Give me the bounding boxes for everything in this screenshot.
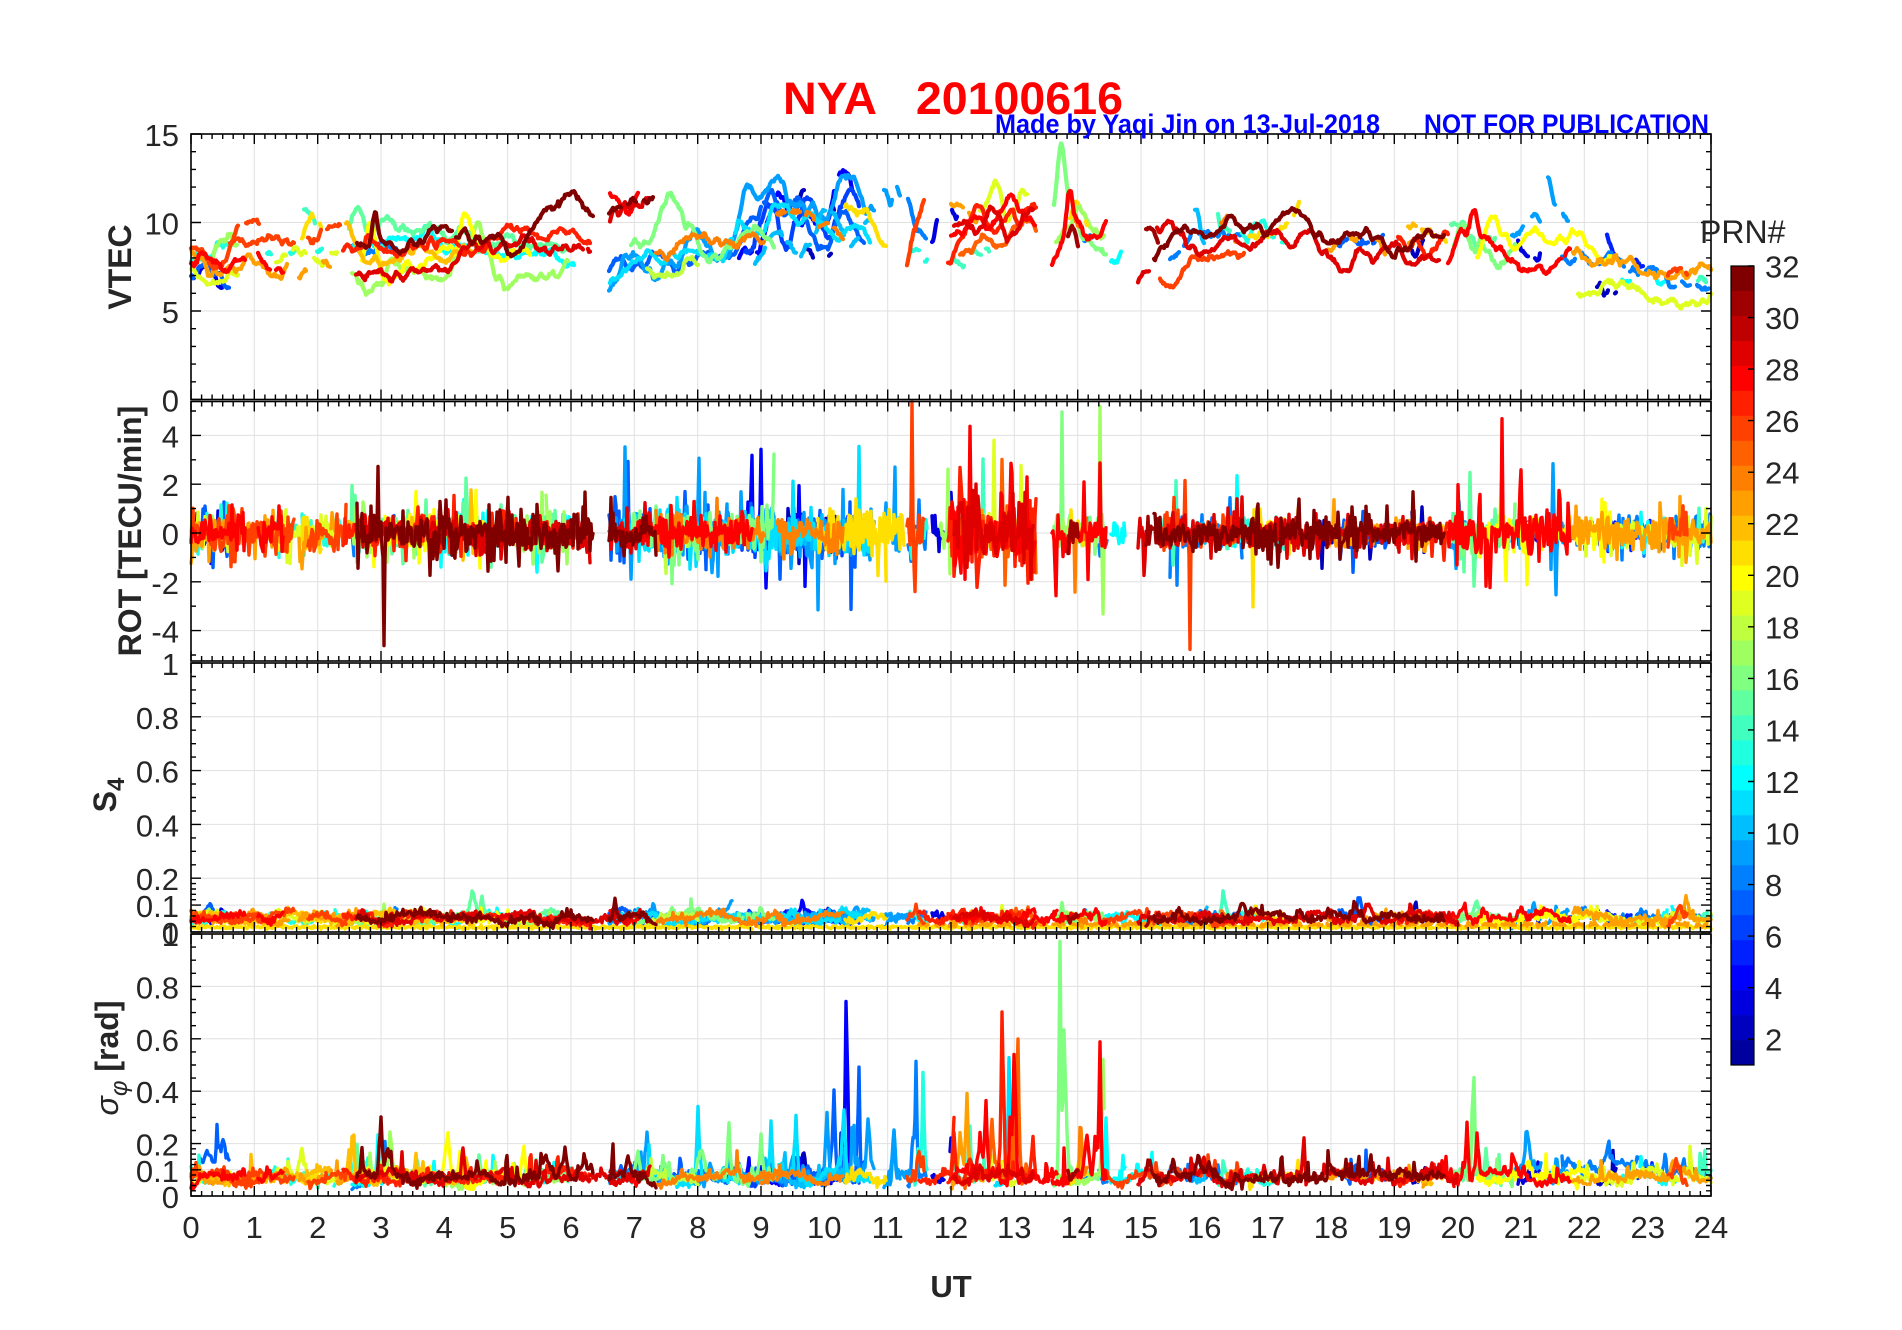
svg-text:0: 0 — [182, 1210, 199, 1245]
svg-text:8: 8 — [1765, 868, 1782, 903]
svg-text:12: 12 — [934, 1210, 968, 1245]
svg-text:NYA 20100616: NYA 20100616 — [783, 73, 1123, 124]
svg-text:20: 20 — [1440, 1210, 1474, 1245]
svg-text:6: 6 — [562, 1210, 579, 1245]
svg-text:22: 22 — [1567, 1210, 1601, 1245]
svg-text:16: 16 — [1765, 662, 1799, 697]
svg-text:1: 1 — [162, 647, 179, 682]
svg-text:23: 23 — [1630, 1210, 1664, 1245]
svg-text:6: 6 — [1765, 920, 1782, 955]
svg-text:12: 12 — [1765, 765, 1799, 800]
svg-text:18: 18 — [1765, 610, 1799, 645]
svg-text:7: 7 — [626, 1210, 643, 1245]
svg-text:0.4: 0.4 — [136, 808, 179, 843]
svg-text:3: 3 — [372, 1210, 389, 1245]
svg-text:Made by Yaqi Jin on 13-Jul-201: Made by Yaqi Jin on 13-Jul-2018 — [995, 109, 1380, 139]
svg-text:22: 22 — [1765, 507, 1799, 542]
svg-text:NOT FOR PUBLICATION: NOT FOR PUBLICATION — [1424, 109, 1709, 139]
svg-text:8: 8 — [689, 1210, 706, 1245]
svg-text:24: 24 — [1765, 456, 1799, 491]
svg-text:19: 19 — [1377, 1210, 1411, 1245]
svg-text:4: 4 — [436, 1210, 453, 1245]
svg-text:11: 11 — [872, 1210, 904, 1245]
svg-text:0.1: 0.1 — [136, 1154, 179, 1189]
svg-text:10: 10 — [145, 207, 179, 242]
svg-text:0: 0 — [162, 517, 179, 552]
svg-text:18: 18 — [1314, 1210, 1348, 1245]
svg-text:10: 10 — [1765, 817, 1799, 852]
svg-text:4: 4 — [1765, 971, 1782, 1006]
svg-text:24: 24 — [1694, 1210, 1728, 1245]
svg-text:σφ [rad]: σφ [rad] — [89, 1001, 133, 1116]
svg-text:20: 20 — [1765, 559, 1799, 594]
svg-text:28: 28 — [1765, 353, 1799, 388]
svg-text:10: 10 — [807, 1210, 841, 1245]
svg-text:S4: S4 — [87, 777, 130, 812]
svg-text:0: 0 — [162, 916, 179, 951]
svg-text:5: 5 — [162, 295, 179, 330]
svg-text:-4: -4 — [151, 615, 179, 650]
svg-text:14: 14 — [1765, 713, 1799, 748]
svg-text:26: 26 — [1765, 404, 1799, 439]
svg-text:0.2: 0.2 — [136, 1128, 179, 1163]
svg-text:PRN#: PRN# — [1700, 214, 1786, 250]
svg-text:15: 15 — [145, 118, 179, 153]
svg-text:9: 9 — [752, 1210, 769, 1245]
svg-text:5: 5 — [499, 1210, 516, 1245]
svg-text:17: 17 — [1250, 1210, 1284, 1245]
svg-text:0.6: 0.6 — [136, 1023, 179, 1058]
svg-text:32: 32 — [1765, 250, 1799, 285]
svg-text:2: 2 — [162, 468, 179, 503]
svg-text:2: 2 — [309, 1210, 326, 1245]
svg-text:21: 21 — [1504, 1210, 1538, 1245]
svg-text:VTEC: VTEC — [102, 224, 138, 309]
svg-text:16: 16 — [1187, 1210, 1221, 1245]
svg-text:15: 15 — [1124, 1210, 1158, 1245]
svg-text:0.6: 0.6 — [136, 755, 179, 790]
svg-text:0.1: 0.1 — [136, 889, 179, 924]
svg-text:1: 1 — [246, 1210, 263, 1245]
svg-text:0: 0 — [162, 384, 179, 419]
svg-text:0: 0 — [162, 1180, 179, 1215]
svg-text:0.2: 0.2 — [136, 862, 179, 897]
svg-text:UT: UT — [930, 1269, 971, 1304]
svg-text:4: 4 — [162, 419, 179, 454]
svg-text:0.8: 0.8 — [136, 701, 179, 736]
svg-text:13: 13 — [997, 1210, 1031, 1245]
svg-text:0.4: 0.4 — [136, 1075, 179, 1110]
svg-text:-2: -2 — [151, 566, 179, 601]
svg-text:ROT [TECU/min]: ROT [TECU/min] — [112, 406, 148, 657]
svg-text:30: 30 — [1765, 301, 1799, 336]
svg-text:1: 1 — [162, 918, 179, 953]
svg-text:0.8: 0.8 — [136, 970, 179, 1005]
svg-text:14: 14 — [1060, 1210, 1094, 1245]
svg-text:2: 2 — [1765, 1023, 1782, 1058]
